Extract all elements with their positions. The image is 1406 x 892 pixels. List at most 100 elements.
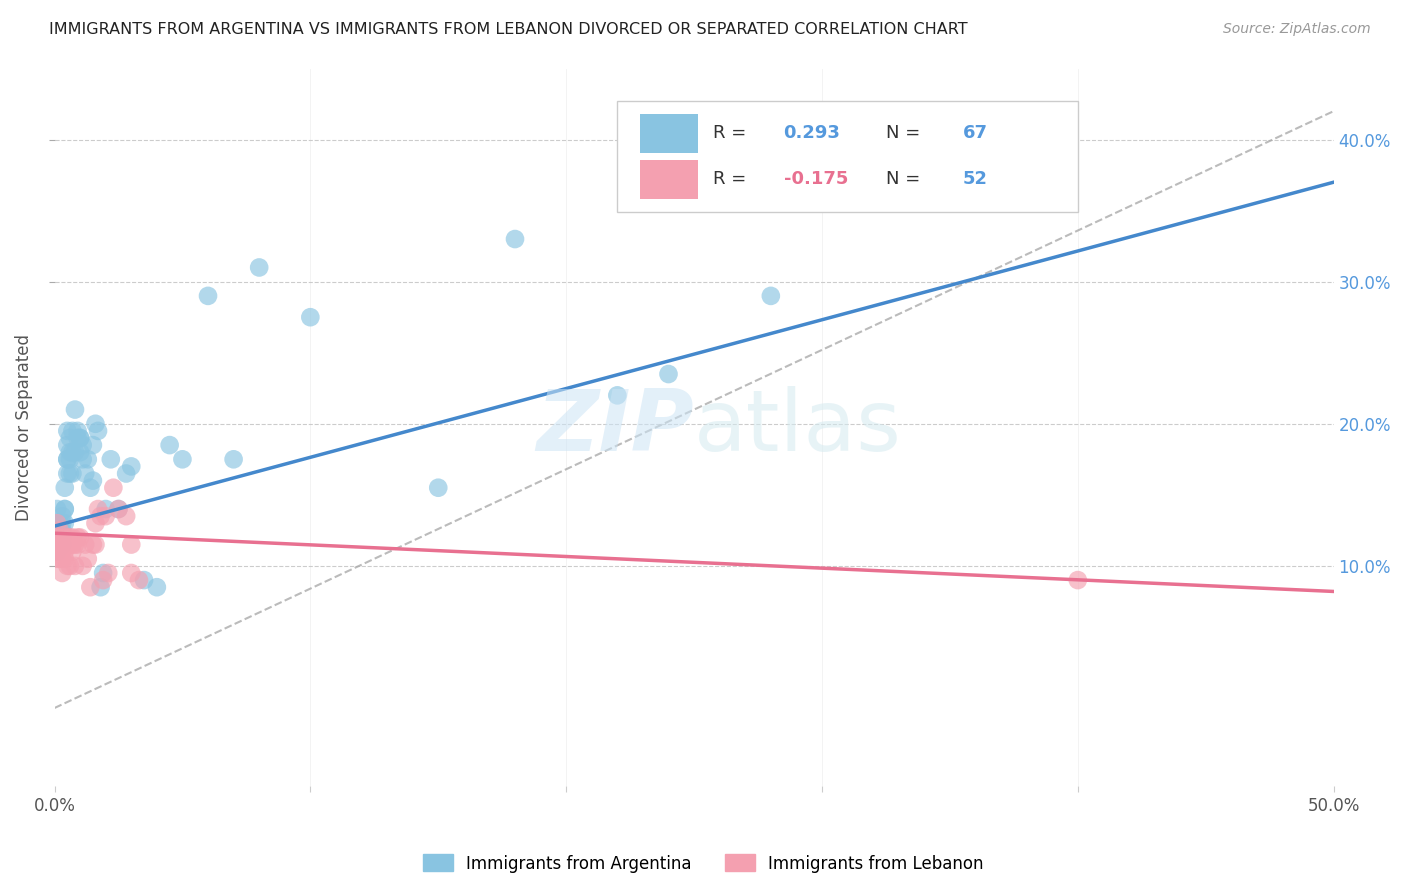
Point xyxy=(51,538,73,552)
Point xyxy=(51,551,73,566)
Point xyxy=(51,516,73,531)
Text: Source: ZipAtlas.com: Source: ZipAtlas.com xyxy=(1223,22,1371,37)
Point xyxy=(120,459,142,474)
Point xyxy=(759,289,782,303)
Point xyxy=(51,531,73,545)
Text: N =: N = xyxy=(886,170,927,188)
Point xyxy=(48,544,70,558)
Point xyxy=(100,452,122,467)
Point xyxy=(56,558,79,573)
Text: 52: 52 xyxy=(963,170,987,188)
Point xyxy=(53,516,76,531)
Point xyxy=(427,481,450,495)
Point xyxy=(69,431,91,445)
Point xyxy=(91,573,114,587)
Text: atlas: atlas xyxy=(695,386,903,469)
Point xyxy=(76,452,98,467)
Point xyxy=(48,538,70,552)
Point xyxy=(46,538,69,552)
Text: 67: 67 xyxy=(963,125,987,143)
Point xyxy=(56,424,79,438)
Point xyxy=(46,502,69,516)
Point xyxy=(48,538,70,552)
Point xyxy=(63,445,86,459)
Point xyxy=(62,467,84,481)
Point xyxy=(63,402,86,417)
Point xyxy=(94,509,117,524)
Point xyxy=(59,531,82,545)
Point xyxy=(94,502,117,516)
Y-axis label: Divorced or Separated: Divorced or Separated xyxy=(15,334,32,521)
Point xyxy=(66,431,89,445)
Point xyxy=(197,289,219,303)
Text: 0.293: 0.293 xyxy=(783,125,841,143)
Point xyxy=(69,431,91,445)
Point xyxy=(48,524,70,538)
Point xyxy=(172,452,194,467)
Point xyxy=(606,388,628,402)
Point xyxy=(79,481,101,495)
Bar xyxy=(640,114,697,153)
Point xyxy=(159,438,181,452)
Text: ZIP: ZIP xyxy=(537,386,695,469)
FancyBboxPatch shape xyxy=(617,101,1078,212)
Point xyxy=(62,544,84,558)
Point xyxy=(222,452,245,467)
Point xyxy=(115,509,138,524)
Point xyxy=(62,445,84,459)
Point xyxy=(97,566,120,580)
Point xyxy=(72,452,94,467)
Point xyxy=(46,531,69,545)
Bar xyxy=(640,160,697,199)
Point xyxy=(56,531,79,545)
Point xyxy=(79,580,101,594)
Point xyxy=(51,544,73,558)
Point xyxy=(62,424,84,438)
Point xyxy=(53,502,76,516)
Point xyxy=(59,452,82,467)
Point xyxy=(46,544,69,558)
Point xyxy=(53,551,76,566)
Point xyxy=(59,558,82,573)
Point xyxy=(56,467,79,481)
Text: N =: N = xyxy=(886,125,927,143)
Point xyxy=(51,566,73,580)
Point xyxy=(90,509,112,524)
Point xyxy=(63,538,86,552)
Point xyxy=(120,538,142,552)
Point xyxy=(53,531,76,545)
Point xyxy=(72,438,94,452)
Point xyxy=(82,438,104,452)
Point xyxy=(103,481,125,495)
Point xyxy=(107,502,129,516)
Point xyxy=(48,538,70,552)
Point xyxy=(128,573,150,587)
Point xyxy=(76,551,98,566)
Point xyxy=(90,580,112,594)
Point xyxy=(87,424,110,438)
Point xyxy=(59,538,82,552)
Point xyxy=(62,531,84,545)
Point xyxy=(62,538,84,552)
Point xyxy=(53,481,76,495)
Point xyxy=(1067,573,1090,587)
Point xyxy=(46,516,69,531)
Point xyxy=(247,260,270,275)
Point xyxy=(48,531,70,545)
Point xyxy=(53,502,76,516)
Point xyxy=(48,531,70,545)
Point xyxy=(51,538,73,552)
Point xyxy=(69,531,91,545)
Point xyxy=(56,452,79,467)
Point xyxy=(84,516,107,531)
Point xyxy=(132,573,155,587)
Point xyxy=(51,524,73,538)
Point xyxy=(59,467,82,481)
Point xyxy=(66,424,89,438)
Point xyxy=(66,538,89,552)
Point xyxy=(48,516,70,531)
Point xyxy=(91,566,114,580)
Point xyxy=(46,516,69,531)
Point xyxy=(75,467,97,481)
Point xyxy=(87,502,110,516)
